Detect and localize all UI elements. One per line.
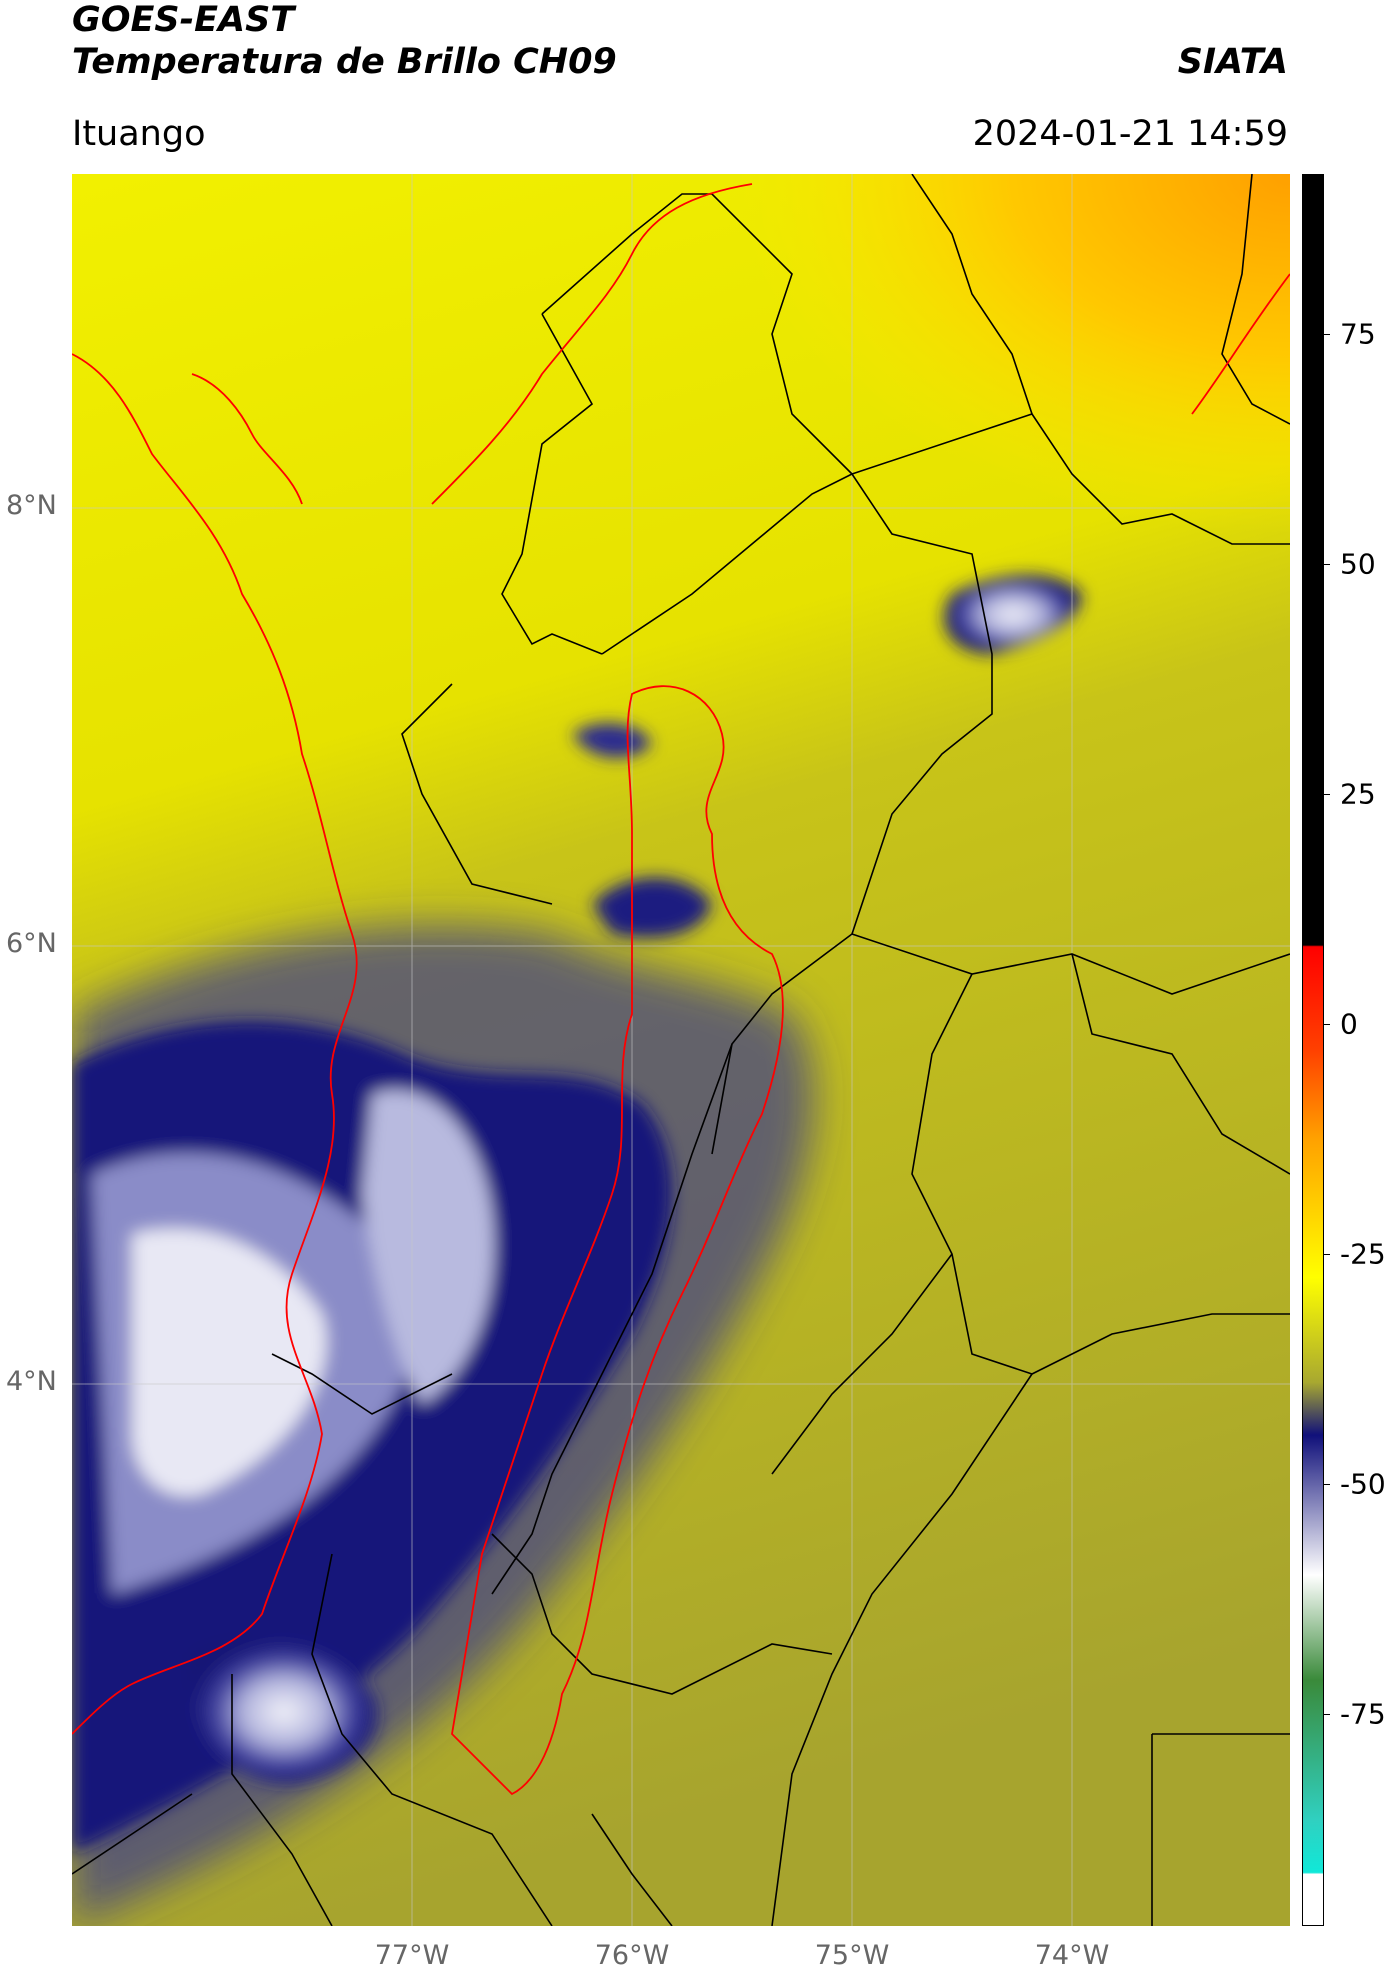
warm-region bbox=[672, 174, 1290, 574]
colorbar-tick bbox=[1324, 1484, 1330, 1485]
coastline-and-region-boundaries bbox=[72, 183, 1290, 1796]
lon-label-74w: 74°W bbox=[1034, 1940, 1110, 1971]
colorbar-label-minus75: -75 bbox=[1340, 1697, 1384, 1731]
colorbar-tick bbox=[1324, 1024, 1330, 1025]
colorbar-tick bbox=[1324, 1254, 1330, 1255]
colorbar-label-minus50: -50 bbox=[1340, 1467, 1384, 1501]
product-title: Temperatura de Brillo CH09 bbox=[72, 42, 617, 82]
colorbar-label-minus25: -25 bbox=[1340, 1237, 1384, 1271]
colorbar-tick bbox=[1324, 794, 1330, 795]
colorbar-tick bbox=[1324, 334, 1330, 335]
colorbar-label-0: 0 bbox=[1340, 1007, 1358, 1041]
colorbar-label-50: 50 bbox=[1340, 547, 1376, 581]
lat-label-8n: 8°N bbox=[6, 490, 57, 521]
lon-label-76w: 76°W bbox=[594, 1940, 670, 1971]
colorbar-tick bbox=[1324, 1714, 1330, 1715]
graticule bbox=[72, 174, 1290, 1926]
agency-label: SIATA bbox=[1177, 42, 1288, 82]
colorbar bbox=[1302, 174, 1324, 1926]
datetime-label: 2024-01-21 14:59 bbox=[972, 114, 1288, 154]
brightness-temperature-map bbox=[72, 174, 1290, 1926]
admin-boundaries bbox=[72, 174, 1290, 1926]
colorbar-gradient bbox=[1303, 175, 1323, 1925]
colorbar-label-75: 75 bbox=[1340, 317, 1376, 351]
lat-label-4n: 4°N bbox=[6, 1366, 57, 1397]
lon-label-77w: 77°W bbox=[374, 1940, 450, 1971]
colorbar-tick bbox=[1324, 564, 1330, 565]
lon-label-75w: 75°W bbox=[814, 1940, 890, 1971]
satellite-title: GOES-EAST bbox=[72, 0, 295, 40]
colorbar-label-25: 25 bbox=[1340, 777, 1376, 811]
lat-label-6n: 6°N bbox=[6, 928, 57, 959]
location-label: Ituango bbox=[72, 114, 206, 154]
